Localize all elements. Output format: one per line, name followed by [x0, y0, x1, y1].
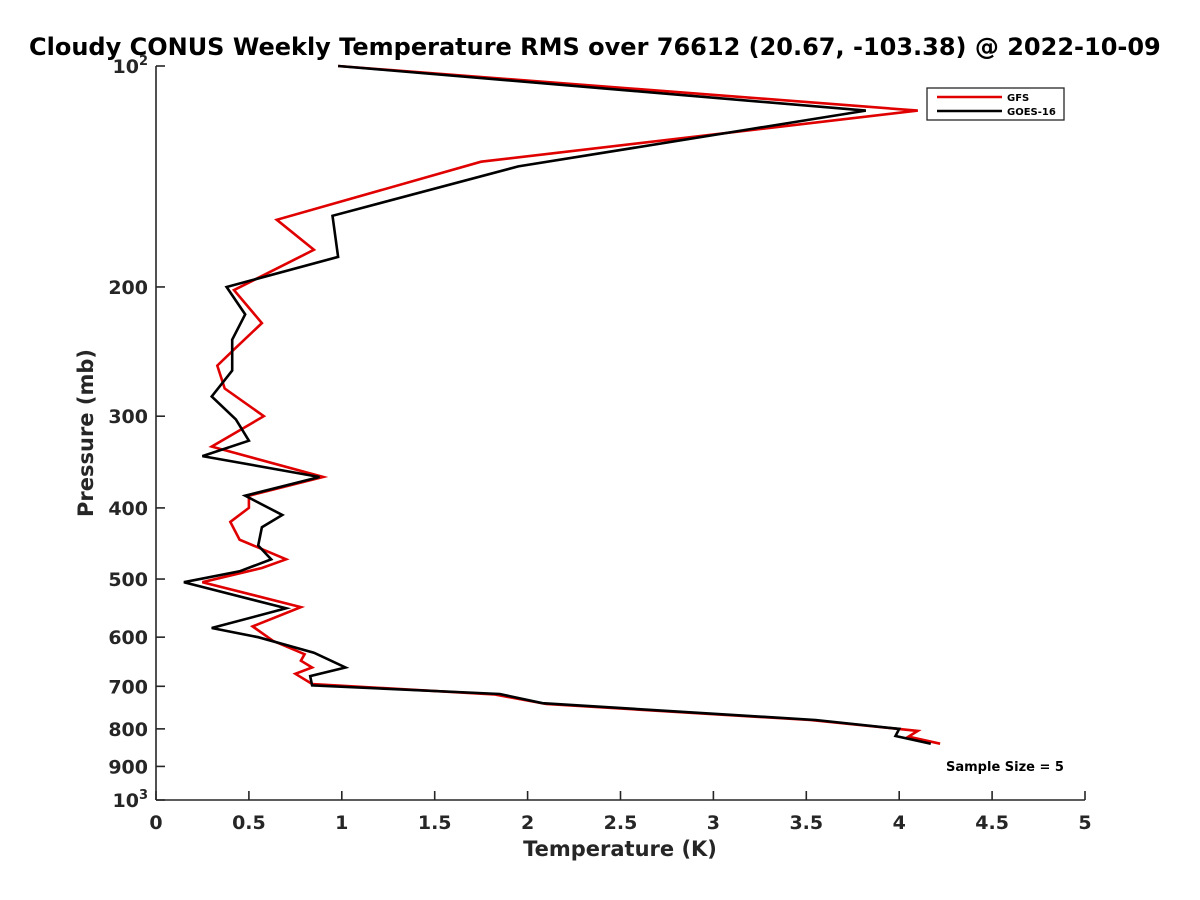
legend-box	[926, 87, 1065, 121]
y-tick-label: 900	[108, 756, 148, 778]
plot-lines	[183, 64, 941, 745]
y-tick-label: 700	[108, 676, 148, 698]
x-axis-label: Temperature (K)	[523, 837, 717, 861]
series-line-gfs	[202, 64, 941, 745]
y-axis-label: Pressure (mb)	[74, 349, 98, 517]
legend-label-goes16: GOES-16	[1007, 107, 1056, 118]
x-tick-label: 2.5	[604, 812, 638, 834]
x-tick-label: 3.5	[789, 812, 823, 834]
x-tick-label: 5	[1078, 812, 1091, 834]
x-tick-label: 0	[149, 812, 162, 834]
y-tick-label: 200	[108, 277, 148, 299]
y-tick-label: 103	[113, 788, 149, 812]
y-tick-label: 500	[108, 569, 148, 591]
axes: 0 0.5 1 1.5 2 2.5 3 3.5 4 4.5 5 102 200 300 400 500 600 7…	[108, 54, 1091, 834]
x-tick-label: 1.5	[418, 812, 452, 834]
y-tick-label: 102	[113, 54, 149, 78]
y-tick-label: 600	[108, 627, 148, 649]
series-line-goes16	[183, 64, 932, 745]
x-tick-label: 2	[521, 812, 534, 834]
x-tick-label: 4.5	[975, 812, 1009, 834]
y-tick-exponent: 2	[139, 54, 148, 69]
x-tick-label: 0.5	[232, 812, 266, 834]
y-tick-label: 400	[108, 498, 148, 520]
legend-label-gfs: GFS	[1007, 93, 1029, 104]
y-tick-label: 800	[108, 719, 148, 741]
legend: GFS GOES-16	[926, 87, 1065, 121]
y-tick-exponent: 3	[139, 788, 148, 803]
x-tick-label: 1	[335, 812, 348, 834]
x-tick-label: 4	[893, 812, 906, 834]
chart-title: Cloudy CONUS Weekly Temperature RMS over…	[29, 33, 1161, 61]
y-tick-label: 300	[108, 406, 148, 428]
x-tick-label: 3	[707, 812, 720, 834]
sample-size-annotation: Sample Size = 5	[946, 760, 1064, 775]
